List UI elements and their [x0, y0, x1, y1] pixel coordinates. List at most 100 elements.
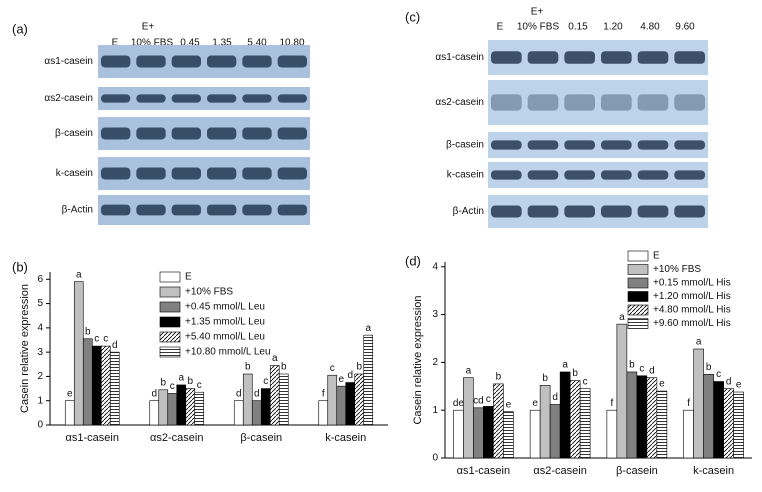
- significance-letter: c: [639, 363, 644, 374]
- bar: [363, 334, 374, 426]
- lane-header: E+: [531, 7, 544, 18]
- lane-label: 10.80: [279, 38, 304, 49]
- lane-header: E+: [142, 22, 155, 33]
- significance-letter: d: [236, 388, 242, 399]
- significance-letter: b: [706, 362, 712, 373]
- blot-band: [527, 140, 559, 150]
- significance-letter: d: [552, 392, 558, 403]
- significance-letter: e: [338, 374, 344, 385]
- bar: [167, 393, 178, 426]
- significance-letter: c: [170, 381, 175, 392]
- blot-band: [101, 94, 131, 103]
- lane-label: 1.20: [603, 22, 623, 33]
- blot-band: [277, 94, 307, 103]
- lane-label: 9.60: [675, 22, 695, 33]
- significance-letter: c: [583, 376, 588, 387]
- legend-label: +10% FBS: [185, 287, 233, 298]
- significance-letter: c: [263, 376, 268, 387]
- protein-label: αs2-casein: [435, 97, 484, 108]
- blot-band: [207, 204, 237, 216]
- blot-band: [674, 140, 705, 150]
- blot-band: [207, 127, 237, 140]
- legend-label: +9.60 mmol/L His: [653, 318, 731, 329]
- blot-band: [101, 167, 131, 180]
- bar: [176, 384, 187, 426]
- blot-membrane: [98, 195, 310, 225]
- legend-swatch: [159, 286, 181, 298]
- blot-band: [242, 127, 272, 140]
- y-tick-label: 2: [432, 357, 438, 368]
- x-tick-label: k-casein: [325, 432, 366, 444]
- y-tick-label: 0: [432, 453, 438, 464]
- y-tick-label: 4: [37, 322, 43, 333]
- significance-letter: b: [245, 362, 251, 373]
- significance-letter: a: [76, 269, 82, 280]
- significance-letter: f: [322, 388, 325, 399]
- x-tick-label: αs1-casein: [66, 432, 119, 444]
- legend-label: +0.15 mmol/L His: [653, 278, 731, 289]
- panel-label: (c): [405, 9, 420, 24]
- significance-letter: a: [272, 353, 278, 364]
- blot-membrane: [488, 162, 708, 188]
- lane-label: 0.45: [180, 38, 200, 49]
- blot-band: [171, 167, 201, 180]
- bar: [579, 388, 591, 459]
- bar: [109, 351, 120, 426]
- significance-letter: c: [716, 369, 721, 380]
- bar: [100, 345, 111, 426]
- bar: [693, 348, 704, 459]
- y-tick-label: 3: [432, 309, 438, 320]
- significance-letter: e: [736, 380, 742, 391]
- panel-label: (a): [12, 21, 28, 36]
- blot-band: [527, 94, 559, 111]
- blot-band: [601, 51, 632, 64]
- blot-membrane: [98, 45, 310, 78]
- significance-letter: f: [610, 398, 613, 409]
- bar: [233, 400, 244, 426]
- significance-letter: d: [112, 340, 118, 351]
- blot-band: [101, 55, 131, 68]
- blot-membrane: [488, 80, 708, 125]
- x-tick-label: β-casein: [240, 432, 282, 444]
- bar: [569, 380, 581, 459]
- significance-letter: b: [85, 326, 91, 337]
- lane-label: 1.35: [212, 38, 232, 49]
- blot-band: [101, 127, 131, 140]
- significance-letter: c: [103, 334, 108, 345]
- blot-band: [527, 51, 559, 64]
- significance-letter: a: [365, 323, 371, 334]
- bar: [606, 409, 618, 459]
- significance-letter: a: [619, 312, 625, 323]
- blot-band: [637, 51, 669, 64]
- blot-band: [242, 94, 272, 103]
- y-tick-label: 2: [37, 371, 43, 382]
- significance-letter: c: [94, 334, 99, 345]
- legend-swatch: [627, 318, 649, 329]
- bar: [616, 323, 628, 459]
- significance-letter: b: [496, 372, 502, 383]
- legend-swatch: [627, 264, 649, 275]
- significance-letter: b: [160, 377, 166, 388]
- bar: [656, 390, 668, 459]
- significance-letter: b: [572, 368, 578, 379]
- bar: [82, 338, 93, 426]
- bar: [733, 391, 744, 459]
- blot-band: [527, 205, 559, 218]
- y-tick-label: 1: [37, 395, 43, 406]
- blot-band: [674, 205, 705, 218]
- panel-label: (d): [405, 253, 421, 268]
- blot-band: [674, 51, 705, 64]
- significance-letter: a: [466, 365, 472, 376]
- bar: [549, 404, 561, 459]
- blot-band: [277, 55, 307, 68]
- legend-label: E: [185, 272, 192, 283]
- significance-letter: b: [281, 362, 287, 373]
- legend-label: +0.45 mmol/L Leu: [185, 302, 265, 313]
- blot-band: [207, 167, 237, 180]
- significance-letter: e: [67, 388, 73, 399]
- bar: [483, 406, 494, 459]
- significance-letter: d: [151, 388, 157, 399]
- blot-band: [171, 55, 201, 68]
- lane-label: 5.40: [247, 38, 267, 49]
